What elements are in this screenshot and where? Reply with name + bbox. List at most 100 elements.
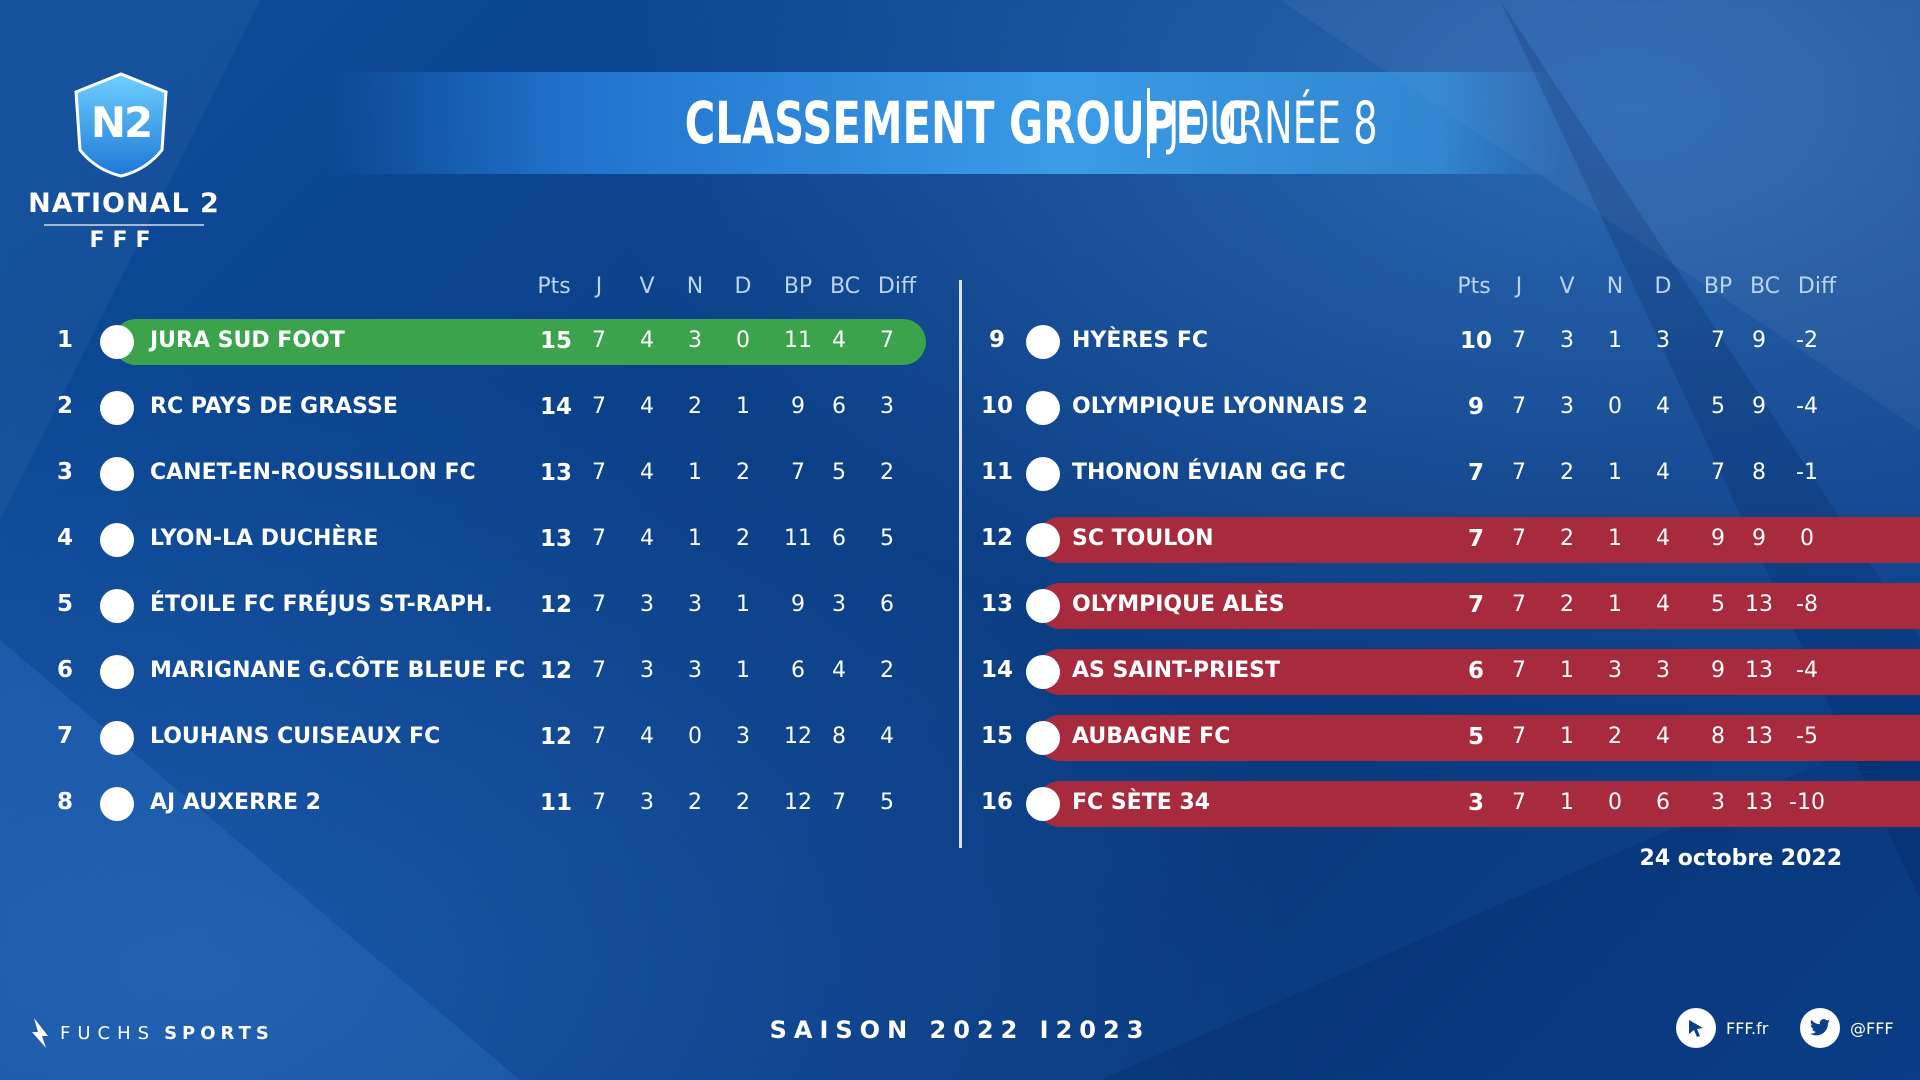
cell-bc: 13 — [1745, 592, 1773, 617]
cell-bp: 11 — [784, 328, 812, 353]
cell-v: 4 — [640, 394, 654, 419]
cell-v: 4 — [640, 460, 654, 485]
cell-j: 7 — [592, 328, 606, 353]
national2-logo: N2 NATIONAL 2 FFF — [24, 68, 224, 258]
cell-j: 7 — [592, 592, 606, 617]
table-row: 7 LOUHANS CUISEAUX FC 12 7 4 0 3 12 8 4 — [0, 715, 960, 761]
cell-bp: 12 — [784, 724, 812, 749]
cell-diff: -8 — [1796, 592, 1818, 617]
team-name: CANET-EN-ROUSSILLON FC — [150, 460, 476, 485]
cell-pts: 7 — [1467, 592, 1484, 618]
cell-v: 1 — [1560, 658, 1574, 683]
table-row: 11 THONON ÉVIAN GG FC 7 7 2 1 4 7 8 -1 — [920, 451, 1880, 497]
cell-bp: 3 — [1711, 790, 1725, 815]
twitter-bird-icon — [1800, 1008, 1840, 1048]
fuchs-sports-logo — [32, 1018, 48, 1048]
cell-n: 0 — [688, 724, 702, 749]
cell-bp: 9 — [1711, 526, 1725, 551]
team-name: SC TOULON — [1072, 526, 1214, 551]
cell-d: 4 — [1656, 460, 1670, 485]
cell-diff: 7 — [880, 328, 894, 353]
cell-v: 3 — [1560, 394, 1574, 419]
cell-d: 1 — [736, 592, 750, 617]
cell-j: 7 — [1512, 394, 1526, 419]
cell-d: 2 — [736, 526, 750, 551]
cell-v: 1 — [1560, 790, 1574, 815]
team-name: THONON ÉVIAN GG FC — [1072, 460, 1346, 485]
left-column-headers: Pts J V N D BP BC Diff — [0, 274, 960, 304]
team-crest-icon — [100, 457, 134, 491]
table-row: 8 AJ AUXERRE 2 11 7 3 2 2 12 7 5 — [0, 781, 960, 827]
team-name: OLYMPIQUE LYONNAIS 2 — [1072, 394, 1368, 419]
cell-pts: 6 — [1467, 658, 1484, 684]
logo-federation: FFF — [89, 228, 159, 253]
cell-n: 3 — [1608, 658, 1622, 683]
team-name: RC PAYS DE GRASSE — [150, 394, 398, 419]
team-name: AUBAGNE FC — [1072, 724, 1231, 749]
cell-d: 6 — [1656, 790, 1670, 815]
col-header-n: N — [1606, 274, 1624, 299]
fuchs-sports-brand: FUCHS SPORTS — [30, 1016, 274, 1050]
cell-j: 7 — [1512, 526, 1526, 551]
team-crest-icon — [100, 655, 134, 689]
cell-bp: 5 — [1711, 394, 1725, 419]
cell-bp: 9 — [1711, 658, 1725, 683]
twitter-handle: @FFF — [1850, 1018, 1894, 1038]
row-position: 1 — [56, 327, 73, 353]
cell-diff: -4 — [1796, 394, 1818, 419]
cell-n: 3 — [688, 658, 702, 683]
cell-j: 7 — [592, 460, 606, 485]
cell-j: 7 — [592, 790, 606, 815]
cell-d: 4 — [1656, 526, 1670, 551]
col-header-d: D — [734, 274, 752, 299]
table-row: 1 JURA SUD FOOT 15 7 4 3 0 11 4 7 — [0, 319, 960, 365]
team-crest-icon — [100, 523, 134, 557]
cell-diff: 6 — [880, 592, 894, 617]
row-position: 14 — [980, 657, 1013, 683]
website-link[interactable]: FFF.fr — [1676, 1008, 1768, 1048]
cell-n: 1 — [1608, 592, 1622, 617]
cell-j: 7 — [592, 526, 606, 551]
cell-v: 2 — [1560, 592, 1574, 617]
table-row: 3 CANET-EN-ROUSSILLON FC 13 7 4 1 2 7 5 2 — [0, 451, 960, 497]
right-column-headers: Pts J V N D BP BC Diff — [0, 274, 1920, 304]
cell-bc: 5 — [832, 460, 846, 485]
team-name: LYON-LA DUCHÈRE — [150, 526, 379, 551]
row-position: 6 — [56, 657, 73, 683]
cell-diff: 4 — [880, 724, 894, 749]
col-header-diff: Diff — [877, 274, 917, 299]
cell-n: 0 — [1608, 394, 1622, 419]
cell-bc: 9 — [1752, 526, 1766, 551]
website-text: FFF.fr — [1726, 1018, 1769, 1038]
twitter-link[interactable]: @FFF — [1800, 1008, 1894, 1048]
cell-bc: 6 — [832, 394, 846, 419]
cell-diff: -10 — [1789, 790, 1825, 815]
cell-bc: 7 — [832, 790, 846, 815]
row-position: 2 — [56, 393, 73, 419]
team-name: FC SÈTE 34 — [1072, 790, 1211, 815]
cell-j: 7 — [592, 658, 606, 683]
row-highlight-bar — [1037, 583, 1920, 629]
cell-n: 3 — [688, 592, 702, 617]
cell-v: 4 — [640, 328, 654, 353]
cell-diff: 2 — [880, 460, 894, 485]
table-row: 6 MARIGNANE G.CÔTE BLEUE FC 12 7 3 3 1 6 4 2 — [0, 649, 960, 695]
team-crest-icon — [100, 787, 134, 821]
cell-v: 2 — [1560, 460, 1574, 485]
cell-j: 7 — [1512, 790, 1526, 815]
cell-n: 1 — [1608, 460, 1622, 485]
cell-v: 3 — [640, 658, 654, 683]
cell-bc: 9 — [1752, 394, 1766, 419]
row-highlight-bar — [1037, 649, 1920, 695]
cell-pts: 12 — [539, 658, 572, 684]
team-name: MARIGNANE G.CÔTE BLEUE FC — [150, 658, 526, 683]
cell-bp: 9 — [791, 394, 805, 419]
cell-v: 4 — [640, 526, 654, 551]
cell-j: 7 — [1512, 724, 1526, 749]
team-crest-icon — [100, 721, 134, 755]
col-header-bc: BC — [829, 274, 861, 299]
cell-j: 7 — [1512, 658, 1526, 683]
table-row: 13 OLYMPIQUE ALÈS 7 7 2 1 4 5 13 -8 — [920, 583, 1920, 629]
col-header-n: N — [686, 274, 704, 299]
cell-diff: 0 — [1800, 526, 1814, 551]
